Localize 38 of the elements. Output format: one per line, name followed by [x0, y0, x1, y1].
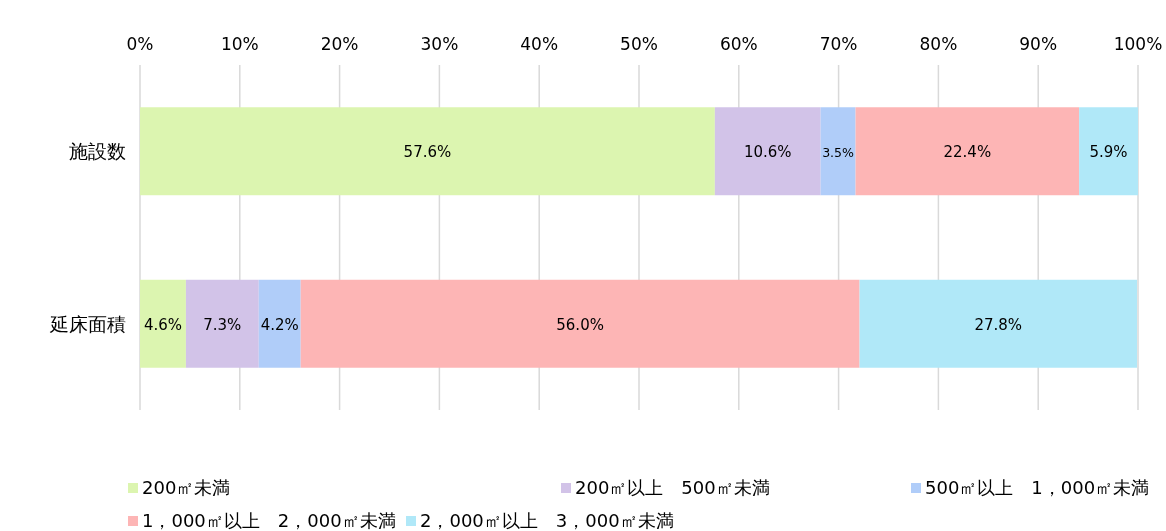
x-tick-label: 80% — [919, 34, 958, 54]
bar — [714, 107, 821, 196]
x-tick-label: 60% — [719, 34, 758, 54]
bar — [300, 279, 860, 368]
x-tick-label: 40% — [520, 34, 559, 54]
legend-label: 200㎡未満 — [142, 477, 231, 498]
bar — [859, 279, 1137, 368]
data-label: 56.0% — [556, 315, 604, 334]
data-label: 27.8% — [974, 315, 1023, 334]
x-tick-label: 70% — [819, 34, 858, 54]
bar — [1079, 107, 1138, 196]
legend-label: 500㎡以上 1，000㎡未満 — [925, 477, 1150, 498]
x-tick-label: 90% — [1019, 34, 1058, 54]
legend-label: 200㎡以上 500㎡未満 — [575, 477, 770, 498]
bar — [258, 279, 301, 368]
x-tick-label: 30% — [420, 34, 459, 54]
data-label: 5.9% — [1089, 143, 1128, 162]
data-label: 3.5% — [822, 145, 855, 161]
x-tick-label: 10% — [220, 34, 259, 54]
x-tick-label: 0% — [126, 34, 154, 54]
y-tick-label: 延床面積 — [49, 312, 126, 335]
bar — [820, 107, 856, 196]
data-label: 22.4% — [943, 143, 992, 162]
y-tick-label: 施設数 — [69, 140, 126, 163]
data-label: 4.2% — [260, 315, 299, 334]
data-label: 10.6% — [743, 143, 792, 162]
x-tick-label: 100% — [1113, 34, 1163, 54]
bar — [140, 279, 186, 368]
data-label: 7.3% — [203, 315, 242, 334]
legend-label: 2，000㎡以上 3，000㎡未満 — [420, 510, 674, 531]
x-tick-label: 20% — [320, 34, 359, 54]
bar — [855, 107, 1080, 196]
data-label: 4.6% — [143, 315, 183, 334]
x-tick-label: 50% — [620, 34, 658, 54]
legend-label: 1，000㎡以上 2，000㎡未満 — [142, 510, 396, 531]
data-label: 57.6% — [403, 143, 452, 162]
bar — [140, 107, 715, 196]
bar — [185, 279, 259, 368]
